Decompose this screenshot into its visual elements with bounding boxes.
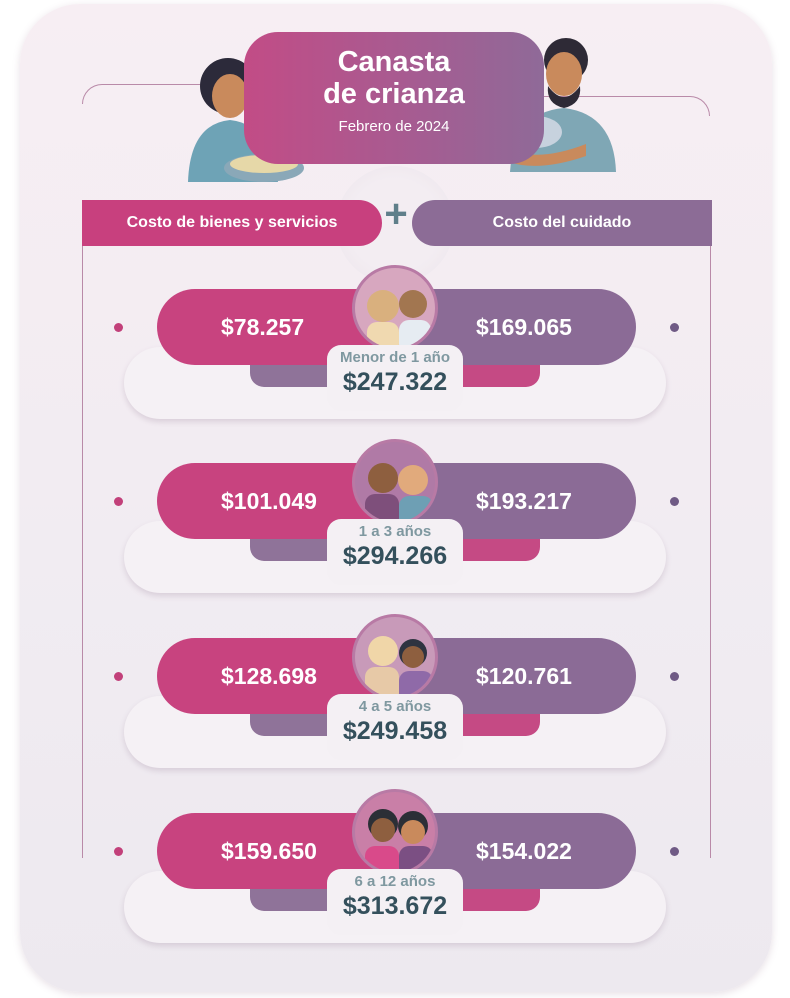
total-value: $249.458 xyxy=(342,717,448,745)
age-row-under-1: $78.257 $169.065 Menor de 1 año $247.322 xyxy=(0,265,790,429)
connector-dot-right xyxy=(670,672,679,681)
title-line-2: de crianza xyxy=(323,78,465,110)
age-label: 1 a 3 años xyxy=(358,523,432,540)
age-row-1-3: $101.049 $193.217 1 a 3 años $294.266 xyxy=(0,439,790,603)
children-avatar xyxy=(352,265,438,351)
total-value: $247.322 xyxy=(342,368,448,396)
connector-dot-left xyxy=(114,323,123,332)
total-box: 1 a 3 años $294.266 xyxy=(327,519,463,585)
total-value: $313.672 xyxy=(342,892,448,920)
children-avatar xyxy=(352,789,438,875)
total-value: $294.266 xyxy=(342,542,448,570)
connector-dot-right xyxy=(670,497,679,506)
connector-right-vertical xyxy=(710,246,711,858)
age-label: Menor de 1 año xyxy=(339,349,451,366)
age-label: 4 a 5 años xyxy=(358,698,432,715)
title-line-1: Canasta xyxy=(337,46,451,78)
subtitle-date: Febrero de 2024 xyxy=(338,118,450,135)
total-box: 6 a 12 años $313.672 xyxy=(327,869,463,935)
connector-dot-left xyxy=(114,497,123,506)
children-avatar xyxy=(352,439,438,525)
connector-dot-right xyxy=(670,323,679,332)
connector-dot-right xyxy=(670,847,679,856)
children-avatar xyxy=(352,614,438,700)
age-row-6-12: $159.650 $154.022 6 a 12 años $313.672 xyxy=(0,789,790,953)
age-label: 6 a 12 años xyxy=(354,873,436,890)
total-box: Menor de 1 año $247.322 xyxy=(327,345,463,411)
title-banner: Canasta de crianza Febrero de 2024 xyxy=(244,32,544,164)
category-care-cost: Costo del cuidado xyxy=(412,200,712,246)
connector-left-vertical xyxy=(82,246,118,858)
age-row-4-5: $128.698 $120.761 4 a 5 años $249.458 xyxy=(0,614,790,778)
connector-dot-left xyxy=(114,672,123,681)
total-box: 4 a 5 años $249.458 xyxy=(327,694,463,760)
category-goods-services: Costo de bienes y servicios xyxy=(82,200,382,246)
plus-icon: + xyxy=(384,192,408,236)
connector-dot-left xyxy=(114,847,123,856)
